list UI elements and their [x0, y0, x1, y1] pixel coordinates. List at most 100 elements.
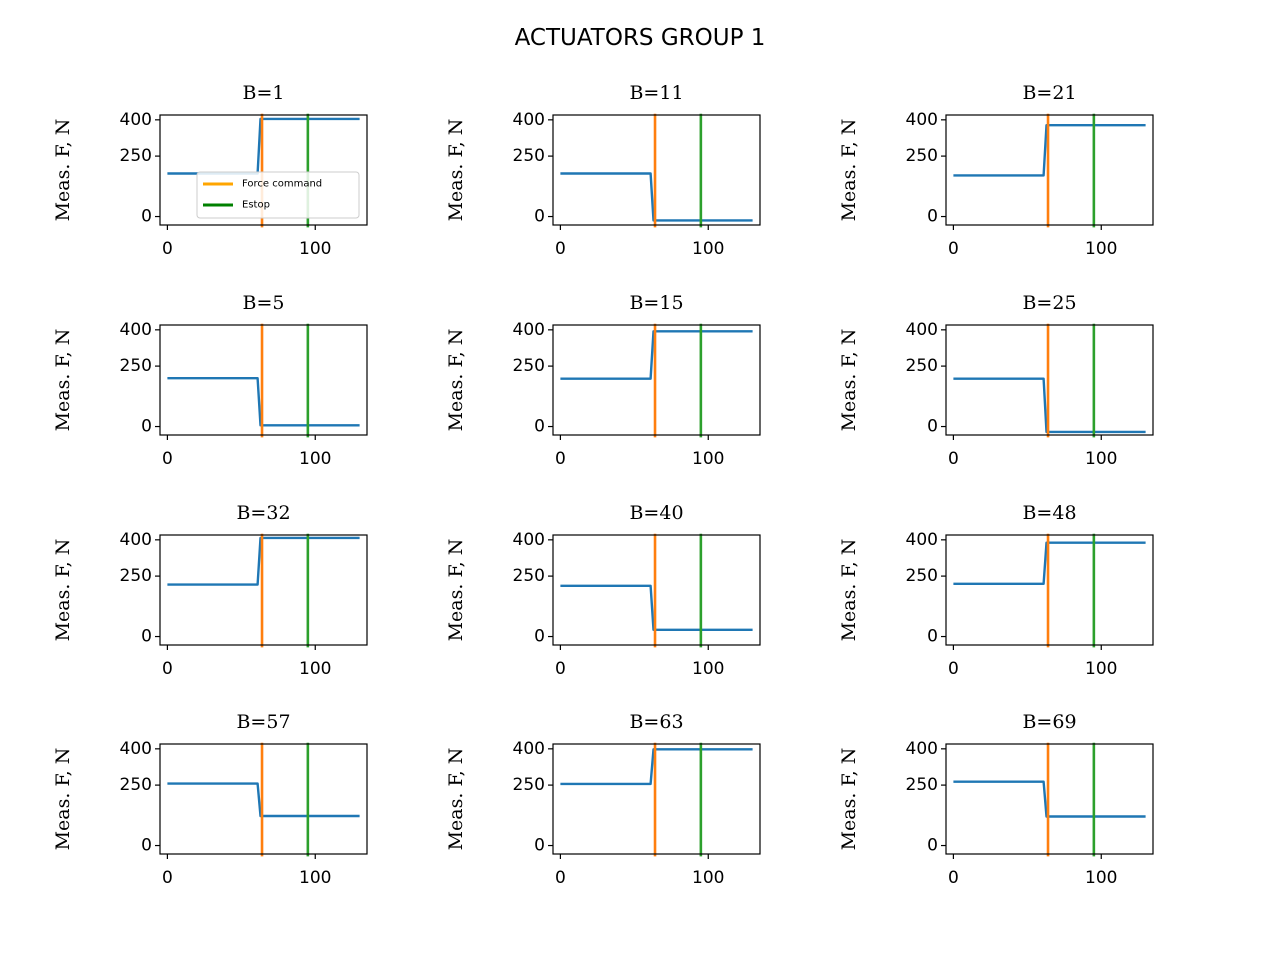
subplot-title: B=57: [236, 711, 290, 733]
x-tick-label: 0: [555, 239, 566, 259]
axes-frame: [945, 534, 1154, 646]
subplot-title: B=40: [629, 502, 683, 524]
x-tick-label: 0: [948, 868, 959, 888]
x-tick-label: 100: [299, 868, 331, 888]
y-axis-label: Meas. F, N: [445, 329, 467, 432]
axes-frame: [552, 743, 761, 855]
axes-frame: [552, 114, 761, 226]
y-tick-label: 400: [120, 739, 152, 759]
y-tick-label: 250: [906, 775, 938, 795]
measured-force-line: [953, 377, 1146, 434]
y-axis-label: Meas. F, N: [838, 329, 860, 432]
legend-label: Force command: [242, 179, 322, 190]
subplot-panel: B=11 Meas. F, N 0 250 400 0 100: [445, 82, 761, 259]
axes-frame: [159, 534, 368, 646]
subplot-panel: B=21 Meas. F, N 0 250 400 0 100: [838, 82, 1154, 259]
x-tick-label: 0: [555, 868, 566, 888]
y-tick-label: 250: [906, 566, 938, 586]
axes-frame: [945, 324, 1154, 436]
y-axis-label: Meas. F, N: [52, 329, 74, 432]
subplot-title: B=69: [1022, 711, 1076, 733]
measured-force-line: [953, 541, 1146, 585]
y-tick-label: 0: [141, 627, 152, 647]
y-axis-label: Meas. F, N: [52, 748, 74, 851]
x-tick-label: 100: [299, 449, 331, 469]
y-axis-label: Meas. F, N: [52, 119, 74, 222]
subplot-title: B=15: [629, 292, 683, 314]
y-axis-label: Meas. F, N: [52, 539, 74, 642]
y-tick-label: 400: [120, 110, 152, 130]
y-tick-label: 400: [120, 530, 152, 550]
legend-box: [196, 171, 360, 219]
y-tick-label: 400: [120, 320, 152, 340]
y-tick-label: 250: [120, 356, 152, 376]
y-tick-label: 400: [513, 530, 545, 550]
figure-title: ACTUATORS GROUP 1: [515, 25, 766, 51]
measured-force-line: [167, 536, 360, 586]
subplot-title: B=5: [243, 292, 285, 314]
subplot-panel: B=40 Meas. F, N 0 250 400 0 100: [445, 502, 761, 679]
subplot-panel: B=48 Meas. F, N 0 250 400 0 100: [838, 502, 1154, 679]
y-axis-label: Meas. F, N: [445, 119, 467, 222]
y-tick-label: 250: [513, 356, 545, 376]
y-tick-label: 0: [534, 417, 545, 437]
y-tick-label: 0: [927, 417, 938, 437]
x-tick-label: 0: [162, 659, 173, 679]
x-tick-label: 0: [948, 449, 959, 469]
x-tick-label: 100: [692, 239, 724, 259]
y-tick-label: 250: [513, 566, 545, 586]
x-tick-label: 100: [1085, 659, 1117, 679]
y-tick-label: 250: [120, 775, 152, 795]
legend: Force command Estop: [196, 171, 360, 219]
y-tick-label: 400: [513, 320, 545, 340]
x-tick-label: 100: [1085, 449, 1117, 469]
y-tick-label: 250: [906, 356, 938, 376]
y-axis-label: Meas. F, N: [838, 748, 860, 851]
axes-frame: [552, 534, 761, 646]
x-tick-label: 0: [162, 239, 173, 259]
subplot-title: B=48: [1022, 502, 1076, 524]
subplot-title: B=21: [1022, 82, 1076, 104]
subplot-panel: B=15 Meas. F, N 0 250 400 0 100: [445, 292, 761, 469]
subplot-panel: B=57 Meas. F, N 0 250 400 0 100: [52, 711, 368, 888]
subplot-grid: B=1 Meas. F, N 0 250 400 0 100 Force command Est…: [52, 82, 1154, 888]
x-tick-label: 100: [692, 659, 724, 679]
y-tick-label: 250: [513, 775, 545, 795]
measured-force-line: [560, 172, 753, 222]
y-axis-label: Meas. F, N: [445, 748, 467, 851]
y-tick-label: 0: [927, 627, 938, 647]
x-tick-label: 100: [1085, 868, 1117, 888]
x-tick-label: 0: [555, 659, 566, 679]
y-tick-label: 400: [906, 320, 938, 340]
axes-frame: [945, 114, 1154, 226]
x-tick-label: 0: [555, 449, 566, 469]
y-tick-label: 250: [906, 146, 938, 166]
y-axis-label: Meas. F, N: [838, 539, 860, 642]
x-tick-label: 0: [948, 239, 959, 259]
measured-force-line: [560, 330, 753, 380]
x-tick-label: 100: [692, 868, 724, 888]
y-tick-label: 0: [141, 836, 152, 856]
subplot-title: B=11: [629, 82, 683, 104]
y-tick-label: 400: [906, 530, 938, 550]
axes-frame: [552, 324, 761, 436]
measured-force-line: [953, 123, 1146, 177]
y-tick-label: 250: [120, 566, 152, 586]
y-tick-label: 0: [927, 207, 938, 227]
axes-frame: [945, 743, 1154, 855]
subplot-panel: B=1 Meas. F, N 0 250 400 0 100 Force command Est…: [52, 82, 368, 259]
subplot-title: B=32: [236, 502, 290, 524]
measured-force-line: [167, 377, 360, 427]
x-tick-label: 100: [299, 659, 331, 679]
subplot-panel: B=5 Meas. F, N 0 250 400 0 100: [52, 292, 368, 469]
legend-label: Estop: [242, 200, 270, 211]
subplot-title: B=63: [629, 711, 683, 733]
x-tick-label: 100: [299, 239, 331, 259]
measured-force-line: [560, 748, 753, 786]
axes-frame: [159, 324, 368, 436]
subplot-panel: B=63 Meas. F, N 0 250 400 0 100: [445, 711, 761, 888]
y-tick-label: 400: [906, 739, 938, 759]
subplot-panel: B=25 Meas. F, N 0 250 400 0 100: [838, 292, 1154, 469]
